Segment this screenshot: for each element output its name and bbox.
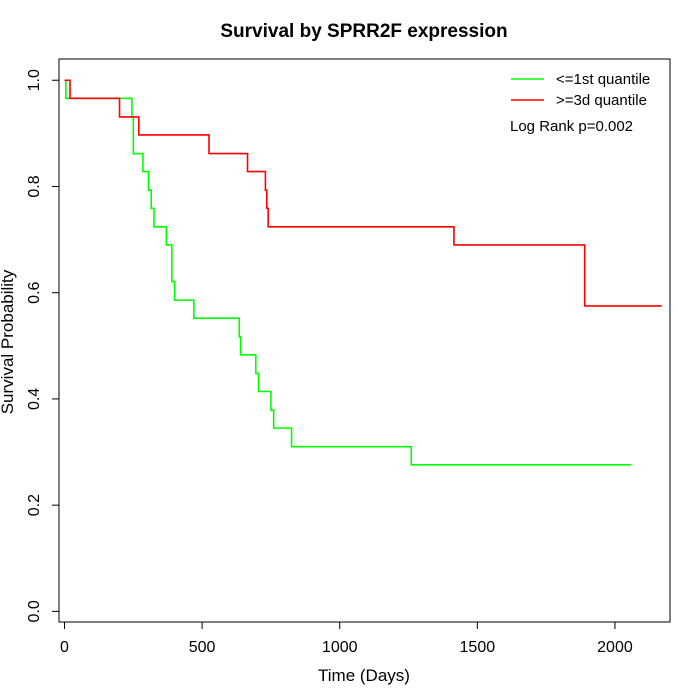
legend-label-high: >=3d quantile — [556, 92, 647, 109]
x-tick-label: 500 — [189, 639, 216, 656]
x-tick-label: 0 — [60, 639, 69, 656]
plot-frame — [58, 58, 671, 623]
legend: <=1st quantile >=3d quantile — [511, 71, 650, 109]
x-axis-label: Time (Days) — [318, 666, 410, 685]
series-line-1 — [64, 79, 662, 307]
y-tick-label: 0.4 — [26, 388, 43, 410]
y-tick-label: 0.0 — [26, 600, 43, 622]
series-layer — [64, 79, 662, 466]
y-tick-label: 0.8 — [26, 175, 43, 197]
x-tick-label: 2000 — [597, 639, 633, 656]
legend-label-low: <=1st quantile — [556, 71, 650, 88]
y-tick-label: 1.0 — [26, 69, 43, 91]
log-rank-annotation: Log Rank p=0.002 — [510, 118, 633, 135]
y-tick-label: 0.2 — [26, 494, 43, 516]
x-tick-label: 1500 — [460, 639, 496, 656]
x-tick-label: 1000 — [322, 639, 358, 656]
y-axis-label: Survival Probability — [0, 269, 17, 414]
x-axis: 0 500 1000 1500 2000 — [60, 621, 633, 656]
y-tick-label: 0.6 — [26, 281, 43, 303]
y-axis: 0.0 0.2 0.4 0.6 0.8 1.0 — [26, 69, 60, 623]
chart-title: Survival by SPRR2F expression — [220, 21, 507, 42]
series-line-0 — [64, 79, 632, 466]
